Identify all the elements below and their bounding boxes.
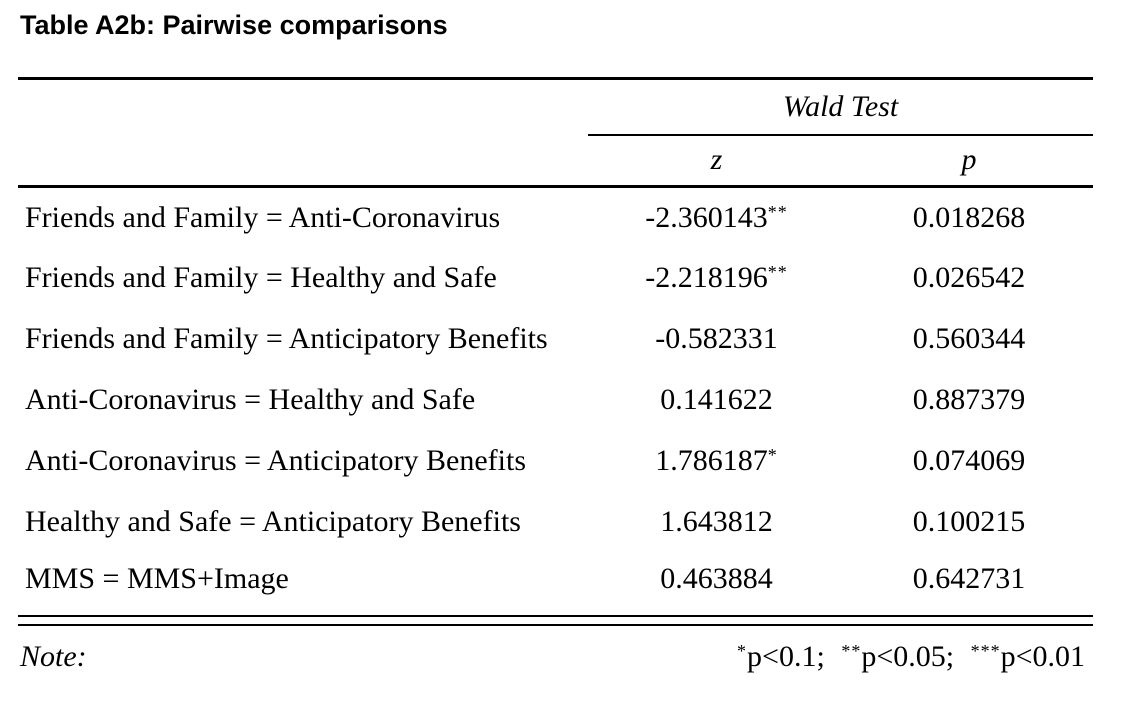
- note-row: Note: *p<0.1; **p<0.05; ***p<0.01: [18, 640, 1093, 674]
- z-value: 0.141622: [588, 370, 845, 431]
- z-number: -0.582331: [655, 322, 778, 355]
- row-label: Anti-Coronavirus = Anticipatory Benefits: [25, 444, 527, 477]
- p-value: 0.100215: [912, 505, 1026, 538]
- note-label: Note:: [20, 640, 87, 673]
- row-label: Friends and Family = Anticipatory Benefi…: [25, 322, 548, 355]
- table-row: Friends and Family = Anti-Coronavirus -2…: [18, 185, 1094, 248]
- legend-stars: *: [737, 641, 748, 661]
- z-number: 1.786187: [655, 444, 768, 477]
- legend-stars: ***: [970, 641, 1001, 661]
- z-value: -2.360143**: [588, 185, 845, 248]
- legend-segment: *p<0.1;: [737, 640, 825, 673]
- col-header-p: p: [961, 143, 977, 177]
- legend-text: p<0.01: [1000, 640, 1085, 673]
- legend-text: p<0.1;: [747, 640, 825, 673]
- z-value: 0.463884: [588, 553, 845, 605]
- table-row: MMS = MMS+Image 0.463884 0.642731: [18, 553, 1093, 605]
- table-row: Friends and Family = Anticipatory Benefi…: [18, 309, 1093, 370]
- p-value: 0.026542: [912, 261, 1026, 294]
- legend-segment: ***p<0.01: [971, 640, 1085, 673]
- spanner-wald-test: Wald Test: [588, 77, 1094, 136]
- p-value: 0.560344: [912, 322, 1026, 355]
- z-value: -2.218196**: [588, 248, 845, 309]
- z-number: 0.141622: [660, 383, 773, 416]
- z-value: -0.582331: [588, 309, 845, 370]
- table-row: Friends and Family = Healthy and Safe -2…: [18, 248, 1093, 309]
- col-header-z: z: [710, 143, 723, 177]
- spanner-row-empty-cell: [18, 77, 588, 135]
- significance-legend: *p<0.1; **p<0.05; ***p<0.01: [737, 640, 1093, 674]
- p-value: 0.642731: [912, 561, 1026, 595]
- p-value: 0.887379: [912, 383, 1026, 416]
- p-value: 0.018268: [845, 185, 1094, 248]
- table-row: Healthy and Safe = Anticipatory Benefits…: [18, 492, 1093, 553]
- z-number: -2.360143: [645, 200, 768, 234]
- row-label: MMS = MMS+Image: [25, 561, 289, 595]
- significance-stars: **: [767, 201, 788, 222]
- z-number: 0.463884: [660, 561, 773, 595]
- spanner-row: Wald Test: [18, 77, 1094, 136]
- pairwise-comparisons-table: Wald Test z p Friends and Family = Anti-…: [18, 77, 1094, 605]
- p-value: 0.074069: [912, 444, 1026, 477]
- header-row-empty-cell: [18, 135, 588, 187]
- table-title: Table A2b: Pairwise comparisons: [20, 10, 448, 40]
- legend-text: p<0.05;: [861, 640, 955, 673]
- z-number: -2.218196: [645, 261, 768, 294]
- table-row: Anti-Coronavirus = Healthy and Safe 0.14…: [18, 370, 1093, 431]
- z-value: 1.786187*: [588, 431, 845, 492]
- row-label: Friends and Family = Healthy and Safe: [25, 261, 497, 294]
- bottom-double-rule: [18, 615, 1093, 626]
- legend-segment: **p<0.05;: [841, 640, 954, 673]
- significance-stars: *: [767, 445, 778, 465]
- row-label: Anti-Coronavirus = Healthy and Safe: [25, 383, 476, 416]
- column-header-row: z p: [18, 135, 1093, 187]
- significance-stars: **: [767, 262, 788, 282]
- legend-stars: **: [841, 641, 862, 661]
- z-number: 1.643812: [660, 505, 773, 538]
- row-label: Healthy and Safe = Anticipatory Benefits: [25, 505, 521, 538]
- table-row: Anti-Coronavirus = Anticipatory Benefits…: [18, 431, 1093, 492]
- row-label: Friends and Family = Anti-Coronavirus: [18, 185, 588, 248]
- z-value: 1.643812: [588, 492, 845, 553]
